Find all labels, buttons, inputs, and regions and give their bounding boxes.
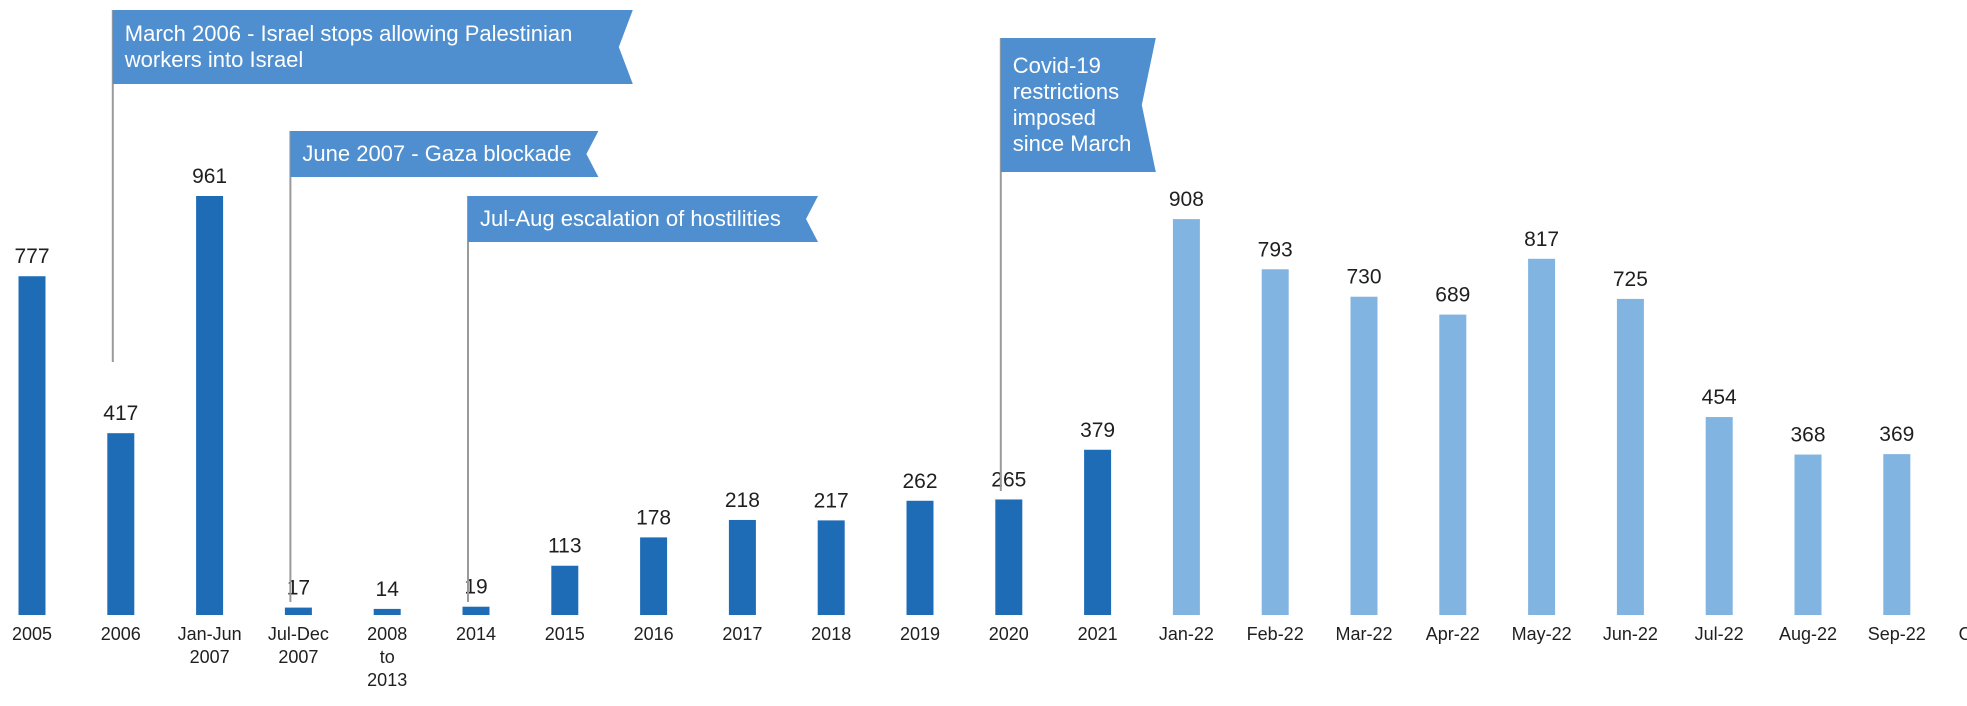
x-tick-label-9: 2018 xyxy=(811,624,851,644)
value-label-2: 961 xyxy=(192,165,227,188)
x-tick-label-17: May-22 xyxy=(1512,624,1572,644)
value-label-1: 417 xyxy=(103,402,138,425)
x-tick-label-0: 2005 xyxy=(12,624,52,644)
x-tick-label-4-2: 2013 xyxy=(367,670,407,690)
annotation-flag-1 xyxy=(290,131,599,177)
value-label-10: 262 xyxy=(902,470,937,493)
bar-7 xyxy=(640,537,668,615)
bar-14 xyxy=(1261,269,1289,615)
bar-2 xyxy=(196,196,224,615)
bar-13 xyxy=(1172,219,1200,615)
x-tick-label-20: Aug-22 xyxy=(1779,624,1837,644)
bar-18 xyxy=(1616,298,1644,615)
annotation-flag-3 xyxy=(1000,38,1156,172)
value-label-15: 730 xyxy=(1346,266,1381,289)
value-label-14: 793 xyxy=(1258,238,1293,261)
x-tick-label-21: Sep-22 xyxy=(1868,624,1926,644)
x-tick-label-11: 2020 xyxy=(989,624,1029,644)
x-tick-label-2: Jan-Jun xyxy=(178,624,242,644)
bar-9 xyxy=(817,520,845,615)
value-label-18: 725 xyxy=(1613,268,1648,291)
x-tick-label-6: 2015 xyxy=(545,624,585,644)
x-tick-label-4: 2008 xyxy=(367,624,407,644)
bar-0 xyxy=(18,276,46,615)
x-tick-label-7: 2016 xyxy=(634,624,674,644)
value-label-4: 14 xyxy=(376,578,400,601)
value-label-21: 369 xyxy=(1879,423,1914,446)
value-label-6: 113 xyxy=(548,535,581,558)
value-label-7: 178 xyxy=(636,506,671,529)
x-tick-label-15: Mar-22 xyxy=(1335,624,1392,644)
annotation-text-0-1: workers into Israel xyxy=(124,47,304,72)
bar-20 xyxy=(1794,454,1822,615)
value-label-19: 454 xyxy=(1702,386,1737,409)
bar-8 xyxy=(728,519,756,615)
annotation-flag-2 xyxy=(468,196,818,242)
x-tick-label-2-1: 2007 xyxy=(190,647,230,667)
bar-1 xyxy=(107,433,135,615)
annotation-text-3-3: since March xyxy=(1013,131,1132,156)
x-tick-label-14: Feb-22 xyxy=(1247,624,1304,644)
value-label-13: 908 xyxy=(1169,188,1204,211)
annotation-text-3-0: Covid-19 xyxy=(1013,53,1101,78)
value-label-0: 777 xyxy=(14,245,49,268)
annotation-text-0-0: March 2006 - Israel stops allowing Pales… xyxy=(125,21,573,46)
bar-21 xyxy=(1883,454,1911,615)
bar-17 xyxy=(1528,258,1556,615)
x-tick-label-10: 2019 xyxy=(900,624,940,644)
bar-19 xyxy=(1705,417,1733,615)
x-tick-label-19: Jul-22 xyxy=(1695,624,1744,644)
x-tick-label-5: 2014 xyxy=(456,624,496,644)
bar-3 xyxy=(284,607,312,615)
x-tick-label-1: 2006 xyxy=(101,624,141,644)
bar-5 xyxy=(462,606,490,615)
bar-15 xyxy=(1350,296,1378,615)
x-tick-label-13: Jan-22 xyxy=(1159,624,1214,644)
value-label-5: 19 xyxy=(464,576,487,599)
value-label-12: 379 xyxy=(1080,419,1115,442)
x-tick-label-18: Jun-22 xyxy=(1603,624,1658,644)
value-label-3: 17 xyxy=(287,577,310,600)
annotation-text-3-1: restrictions xyxy=(1013,79,1119,104)
annotation-text-1-0: June 2007 - Gaza blockade xyxy=(302,141,571,166)
x-tick-label-3: Jul-Dec xyxy=(268,624,329,644)
bar-12 xyxy=(1084,449,1112,615)
x-tick-label-12: 2021 xyxy=(1078,624,1118,644)
value-label-11: 265 xyxy=(991,468,1026,491)
x-tick-label-3-1: 2007 xyxy=(278,647,318,667)
annotation-text-2-0: Jul-Aug escalation of hostilities xyxy=(480,206,781,231)
value-label-17: 817 xyxy=(1524,228,1559,251)
value-label-9: 217 xyxy=(814,489,849,512)
bar-11 xyxy=(995,499,1023,615)
value-label-16: 689 xyxy=(1435,284,1470,307)
bar-4 xyxy=(373,608,401,615)
bar-16 xyxy=(1439,314,1467,615)
annotation-flag-0 xyxy=(112,10,633,84)
x-tick-label-16: Apr-22 xyxy=(1426,624,1480,644)
x-tick-label-8: 2017 xyxy=(722,624,762,644)
x-tick-label-4-1: to xyxy=(380,647,395,667)
annotation-text-3-2: imposed xyxy=(1013,105,1096,130)
value-label-20: 368 xyxy=(1790,424,1825,447)
bar-10 xyxy=(906,500,934,615)
x-tick-label-22: Oct-22 xyxy=(1959,624,1967,644)
value-label-8: 218 xyxy=(725,489,760,512)
bar-6 xyxy=(551,565,579,615)
